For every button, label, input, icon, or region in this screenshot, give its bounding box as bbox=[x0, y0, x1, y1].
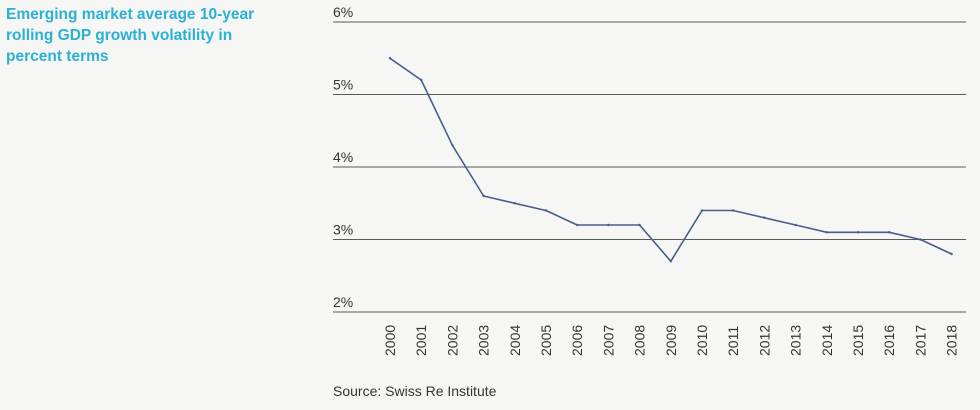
data-point bbox=[451, 144, 454, 147]
x-tick-label: 2000 bbox=[382, 325, 398, 356]
series-layer bbox=[388, 57, 953, 263]
y-tick-label: 4% bbox=[333, 149, 353, 165]
data-point bbox=[669, 260, 672, 263]
x-tick-label: 2012 bbox=[756, 325, 772, 356]
data-point bbox=[794, 223, 797, 227]
y-tick-label: 6% bbox=[333, 4, 353, 20]
y-axis-ticks: 2% 3% 4% 5% 6% bbox=[333, 4, 353, 310]
x-tick-label: 2003 bbox=[476, 325, 492, 356]
data-point bbox=[919, 238, 922, 241]
chart-title: Emerging market average 10-year rolling … bbox=[6, 4, 306, 67]
y-tick-label: 5% bbox=[333, 77, 353, 93]
data-point bbox=[607, 223, 610, 227]
x-tick-label: 2008 bbox=[632, 325, 648, 356]
x-tick-label: 2009 bbox=[663, 325, 679, 356]
data-point bbox=[638, 223, 641, 227]
data-point bbox=[950, 252, 953, 256]
x-tick-label: 2014 bbox=[819, 325, 835, 356]
data-point bbox=[700, 209, 704, 212]
x-tick-label: 2013 bbox=[788, 325, 804, 356]
chart-title-line-3: percent terms bbox=[6, 48, 109, 65]
data-point bbox=[544, 209, 548, 212]
gridlines bbox=[333, 21, 966, 313]
data-point bbox=[888, 231, 891, 234]
data-point bbox=[482, 194, 485, 198]
x-tick-label: 2018 bbox=[944, 325, 960, 356]
x-tick-label: 2001 bbox=[413, 325, 429, 356]
data-point bbox=[732, 209, 735, 212]
data-point bbox=[576, 223, 579, 227]
x-tick-label: 2007 bbox=[600, 325, 616, 356]
data-point bbox=[388, 57, 392, 60]
y-tick-label: 3% bbox=[333, 222, 353, 238]
data-point bbox=[513, 202, 516, 205]
y-tick-label: 2% bbox=[333, 294, 353, 310]
series-line bbox=[389, 57, 952, 263]
data-point bbox=[420, 78, 423, 82]
x-tick-label: 2005 bbox=[538, 325, 554, 356]
x-tick-label: 2015 bbox=[850, 325, 866, 356]
x-tick-label: 2010 bbox=[694, 325, 710, 356]
x-tick-label: 2017 bbox=[912, 325, 928, 356]
x-tick-label: 2006 bbox=[569, 325, 585, 356]
x-axis-ticks: 2000 2001 2002 2003 2004 2005 2006 2007 2008 2009… bbox=[382, 325, 960, 356]
data-point bbox=[856, 231, 860, 234]
chart-title-line-2: rolling GDP growth volatility in bbox=[6, 27, 233, 44]
chart-title-line-1: Emerging market average 10-year bbox=[6, 6, 255, 23]
x-tick-label: 2004 bbox=[507, 325, 523, 356]
data-point bbox=[763, 216, 766, 219]
x-tick-label: 2016 bbox=[881, 325, 897, 356]
x-tick-label: 2011 bbox=[725, 326, 741, 356]
data-point bbox=[825, 231, 828, 234]
source-note: Source: Swiss Re Institute bbox=[333, 383, 497, 399]
x-tick-label: 2002 bbox=[444, 325, 460, 356]
